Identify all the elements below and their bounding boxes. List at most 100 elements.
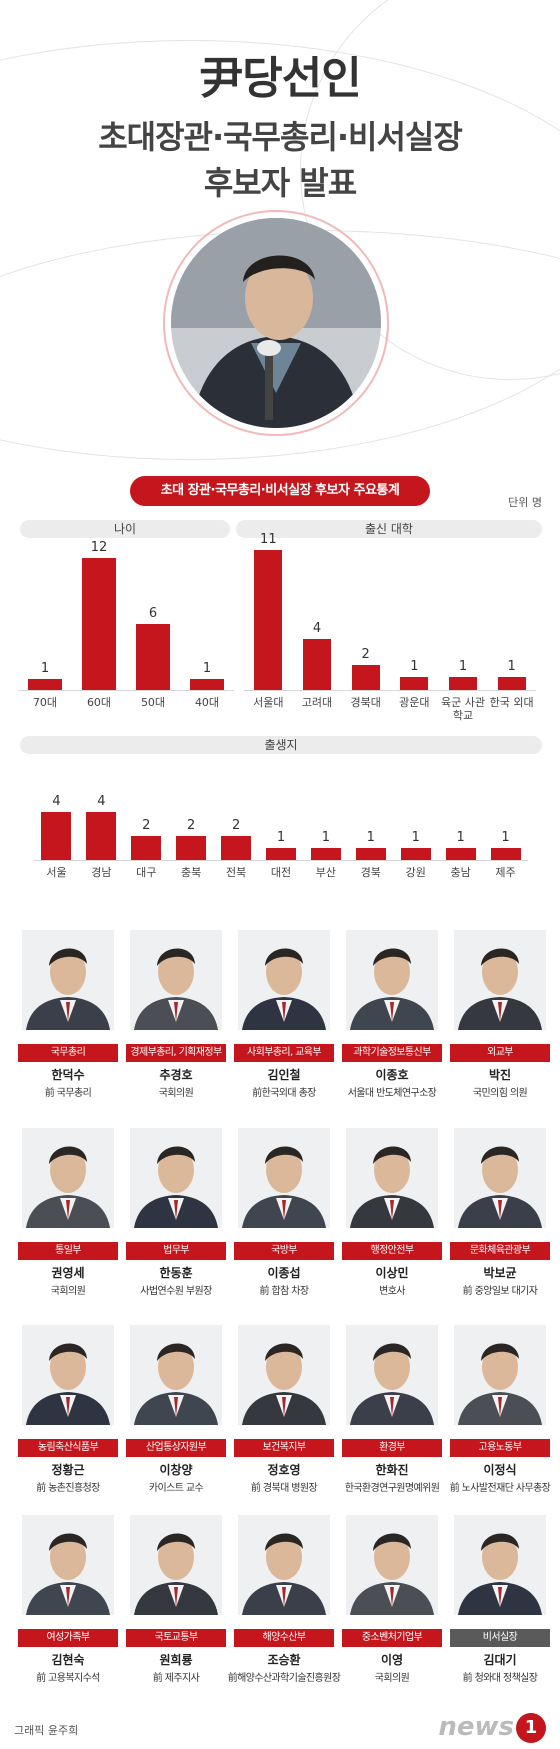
chart-bar xyxy=(190,679,224,690)
nominee-name: 이창양 xyxy=(159,1463,193,1477)
nominee-photo xyxy=(238,1128,330,1228)
bar-category-label: 제주 xyxy=(495,866,516,879)
nominee-photo xyxy=(22,1325,114,1425)
nominee-role: 고용노동부 xyxy=(450,1439,550,1457)
nominee-card: 보건복지부 정호영 前 경북대 병원장 xyxy=(234,1325,334,1510)
chart-title-birthplace: 출생지 xyxy=(20,736,542,754)
nominee-description: 前 농촌진흥청장 xyxy=(36,1483,100,1494)
bar-category-label: 40대 xyxy=(194,696,220,709)
chart-baseline xyxy=(18,690,234,691)
bar-category-label: 고려대 xyxy=(301,696,333,709)
nominee-name: 한덕수 xyxy=(51,1068,85,1082)
bar-value-label: 1 xyxy=(276,830,286,845)
nominee-description: 국민의힘 의원 xyxy=(472,1088,528,1099)
bar-value-label: 1 xyxy=(366,830,375,845)
graphic-credit: 그래픽 윤주희 xyxy=(14,1724,79,1737)
chart-bar xyxy=(400,848,431,860)
nominee-role: 사회부총리, 교육부 xyxy=(234,1044,334,1062)
bar-value-label: 6 xyxy=(148,606,158,621)
bar-category-label: 70대 xyxy=(32,696,58,709)
nominee-description: 국회의원 xyxy=(50,1286,86,1297)
news1-logo: news 1 xyxy=(438,1712,546,1743)
nominee-photo xyxy=(346,1515,438,1615)
nominee-role: 과학기술정보통신부 xyxy=(342,1044,442,1062)
bar-category-label: 충북 xyxy=(181,866,202,879)
bar-category-label: 부산 xyxy=(315,866,337,879)
nominee-name: 원희룡 xyxy=(159,1653,193,1667)
chart-bar xyxy=(221,836,252,860)
nominee-description: 前 노사발전재단 사무총장 xyxy=(449,1483,551,1494)
nominee-photo xyxy=(130,930,222,1030)
bar-value-label: 4 xyxy=(52,794,61,809)
chart-bar xyxy=(131,836,162,860)
chart-bar xyxy=(28,679,62,690)
nominee-card: 문화체육관광부 박보균 前 중앙일보 대기자 xyxy=(450,1128,550,1313)
nominee-description: 국회의원 xyxy=(158,1088,194,1099)
chart-bar xyxy=(86,812,117,860)
nominee-description: 서울대 반도체연구소장 xyxy=(347,1088,437,1099)
nominee-photo xyxy=(346,1325,438,1425)
nominee-role: 국방부 xyxy=(234,1242,334,1260)
nominee-description: 前 중앙일보 대기자 xyxy=(462,1286,538,1297)
nominee-card: 농림축산식품부 정황근 前 농촌진흥청장 xyxy=(18,1325,118,1510)
nominee-role: 중소벤처기업부 xyxy=(342,1629,442,1647)
chart-bar xyxy=(355,848,386,860)
bar-value-label: 11 xyxy=(260,532,277,547)
chart-baseline xyxy=(34,860,528,861)
nominee-description: 사법연수원 부원장 xyxy=(140,1286,212,1297)
nominee-name: 김대기 xyxy=(483,1653,517,1667)
nominee-role: 해양수산부 xyxy=(234,1629,334,1647)
nominee-role: 경제부총리, 기획재정부 xyxy=(126,1044,226,1062)
nominee-photo xyxy=(238,1515,330,1615)
bar-category-label: 한국 외대 xyxy=(489,696,534,709)
nominee-description: 前 제주지사 xyxy=(152,1673,200,1684)
nominee-description: 前한국외대 총장 xyxy=(252,1088,316,1099)
nominee-description: 국회의원 xyxy=(374,1673,410,1684)
nominee-name: 한동훈 xyxy=(159,1266,193,1280)
nominee-description: 前해양수산과학기술진흥원장 xyxy=(227,1673,341,1684)
bar-category-label: 광운대 xyxy=(399,696,430,709)
nominee-card: 해양수산부 조승환 前해양수산과학기술진흥원장 xyxy=(228,1515,341,1700)
president-elect-portrait xyxy=(171,218,381,428)
nominee-description: 前 국무총리 xyxy=(44,1088,92,1099)
nominee-photo xyxy=(454,930,546,1030)
bar-category-label: 강원 xyxy=(405,866,426,879)
nominee-role: 외교부 xyxy=(450,1044,550,1062)
bar-category-label: 대구 xyxy=(136,866,157,879)
nominee-photo xyxy=(346,930,438,1030)
logo-text: news xyxy=(438,1712,514,1742)
nominee-role: 농림축산식품부 xyxy=(18,1439,118,1457)
nominee-photo xyxy=(130,1128,222,1228)
nominee-description: 카이스트 교수 xyxy=(148,1483,204,1494)
nominee-card: 비서실장 김대기 前 청와대 정책실장 xyxy=(450,1515,550,1700)
nominee-card: 통일부 권영세 국회의원 xyxy=(18,1128,118,1313)
chart-bar xyxy=(176,836,207,860)
chart-bar xyxy=(449,677,477,690)
nominee-photo xyxy=(346,1128,438,1228)
bar-value-label: 1 xyxy=(501,830,510,845)
nominee-role: 국무총리 xyxy=(18,1044,118,1062)
nominee-role: 행정안전부 xyxy=(342,1242,442,1260)
nominee-card: 국방부 이종섭 前 합참 차장 xyxy=(234,1128,334,1313)
nominee-card: 산업통상자원부 이창양 카이스트 교수 xyxy=(126,1325,226,1510)
nominee-name: 한화진 xyxy=(375,1463,409,1477)
nominee-name: 김현숙 xyxy=(51,1653,85,1667)
nominee-photo xyxy=(454,1515,546,1615)
nominee-role: 보건복지부 xyxy=(234,1439,334,1457)
nominee-card: 중소벤처기업부 이영 국회의원 xyxy=(342,1515,442,1700)
bar-value-label: 2 xyxy=(231,818,241,833)
bar-value-label: 12 xyxy=(90,540,108,555)
nominee-description: 前 청와대 정책실장 xyxy=(462,1673,538,1684)
chart-bar xyxy=(445,848,476,860)
nominee-name: 추경호 xyxy=(159,1068,193,1082)
bar-category-label: 경북 xyxy=(360,866,381,879)
nominee-name: 김인철 xyxy=(267,1068,301,1082)
unit-label: 단위 명 xyxy=(508,496,542,509)
chart-bar xyxy=(310,848,341,860)
bar-value-label: 4 xyxy=(312,621,322,637)
bar-category-label: 대전 xyxy=(270,866,292,879)
chart-bar xyxy=(497,677,526,690)
bar-value-label: 1 xyxy=(321,830,331,845)
chart-bar xyxy=(136,624,170,690)
